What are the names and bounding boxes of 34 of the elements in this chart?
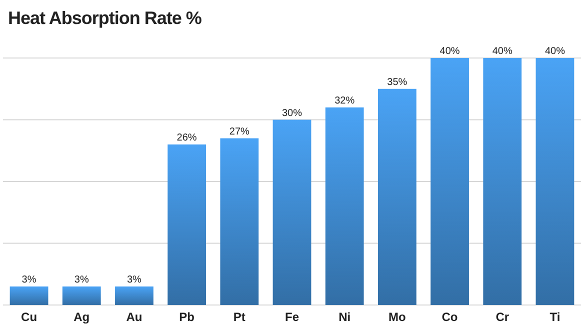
bar: [115, 286, 154, 305]
bar: [272, 120, 312, 305]
bar: [168, 144, 206, 305]
x-tick-label: Cr: [496, 310, 510, 324]
x-tick-label: Mo: [388, 310, 406, 324]
x-tick-label: Ni: [338, 310, 351, 324]
x-tick-label: Ag: [74, 310, 90, 324]
bar: [483, 58, 522, 305]
data-label: 26%: [176, 132, 197, 144]
bar: [62, 286, 101, 305]
bar: [536, 58, 574, 305]
bar: [325, 107, 364, 305]
data-label: 32%: [334, 95, 355, 106]
data-label: 40%: [544, 46, 566, 57]
bar: [378, 88, 416, 305]
data-label: 3%: [22, 274, 36, 286]
data-label: 3%: [74, 274, 89, 286]
data-label: 35%: [387, 76, 408, 88]
x-tick-label: Ti: [550, 310, 560, 324]
bar: [220, 138, 259, 305]
chart-title: Heat Absorption Rate %: [8, 8, 202, 28]
x-tick-label: Cu: [21, 310, 38, 324]
x-tick-label: Pb: [179, 310, 194, 324]
x-tick-label: Fe: [284, 310, 300, 324]
bar: [10, 286, 48, 305]
x-tick-label: Co: [442, 310, 458, 324]
data-label: 30%: [282, 108, 302, 119]
bar: [430, 58, 469, 305]
data-label: 40%: [440, 46, 460, 57]
data-label: 27%: [229, 126, 250, 138]
data-label: 40%: [492, 46, 512, 57]
x-tick-label: Au: [126, 310, 142, 324]
x-tick-label: Pt: [233, 310, 246, 324]
data-label: 3%: [126, 274, 142, 286]
